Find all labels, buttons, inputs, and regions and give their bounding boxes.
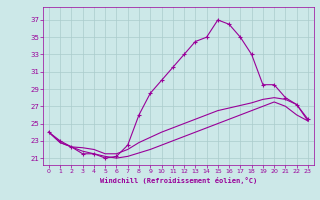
X-axis label: Windchill (Refroidissement éolien,°C): Windchill (Refroidissement éolien,°C) <box>100 177 257 184</box>
